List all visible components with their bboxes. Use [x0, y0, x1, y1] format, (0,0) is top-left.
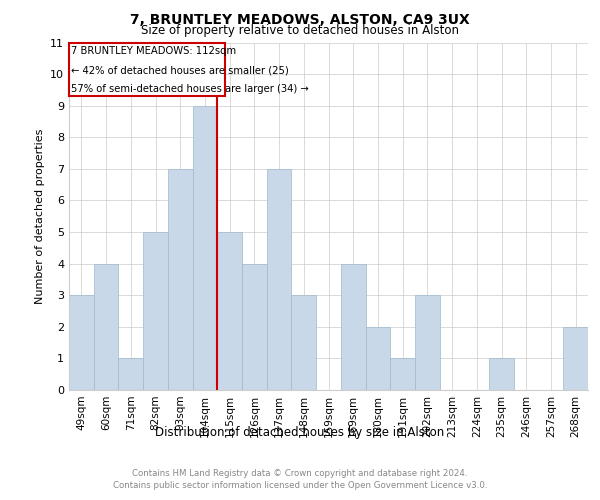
Text: Contains public sector information licensed under the Open Government Licence v3: Contains public sector information licen… [113, 481, 487, 490]
Bar [242, 264, 267, 390]
Text: 7, BRUNTLEY MEADOWS, ALSTON, CA9 3UX: 7, BRUNTLEY MEADOWS, ALSTON, CA9 3UX [130, 12, 470, 26]
Bar [292, 295, 316, 390]
Bar [143, 232, 168, 390]
Bar [390, 358, 415, 390]
Bar [118, 358, 143, 390]
Bar [267, 169, 292, 390]
Bar [365, 327, 390, 390]
Bar [168, 169, 193, 390]
Text: ← 42% of detached houses are smaller (25): ← 42% of detached houses are smaller (25… [71, 65, 289, 75]
Bar [69, 42, 224, 96]
Bar [415, 295, 440, 390]
Bar [563, 327, 588, 390]
Bar [94, 264, 118, 390]
Bar [217, 232, 242, 390]
Text: 57% of semi-detached houses are larger (34) →: 57% of semi-detached houses are larger (… [71, 84, 309, 94]
Text: Contains HM Land Registry data © Crown copyright and database right 2024.: Contains HM Land Registry data © Crown c… [132, 468, 468, 477]
Bar [69, 295, 94, 390]
Bar [341, 264, 365, 390]
Text: Distribution of detached houses by size in Alston: Distribution of detached houses by size … [155, 426, 445, 439]
Bar [489, 358, 514, 390]
Text: 7 BRUNTLEY MEADOWS: 112sqm: 7 BRUNTLEY MEADOWS: 112sqm [71, 46, 236, 56]
Y-axis label: Number of detached properties: Number of detached properties [35, 128, 44, 304]
Bar [193, 106, 217, 390]
Text: Size of property relative to detached houses in Alston: Size of property relative to detached ho… [141, 24, 459, 37]
